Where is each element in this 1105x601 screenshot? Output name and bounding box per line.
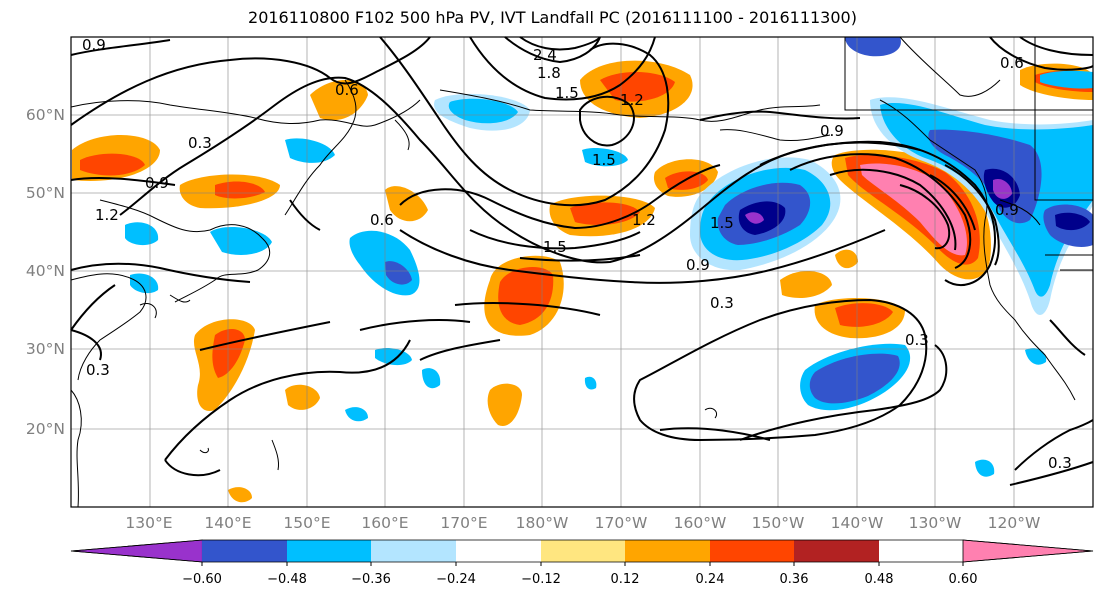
negative-anomaly [210, 227, 272, 255]
contour-label: 0.9 [995, 201, 1019, 219]
negative-anomaly [285, 138, 335, 163]
contour-label: 0.6 [370, 211, 394, 229]
positive-anomaly [310, 80, 368, 121]
negative-anomaly [975, 459, 995, 477]
contour-labels: 0.9 0.6 0.3 0.9 1.2 2.4 1.8 1.5 1.2 1.5 … [82, 36, 1072, 472]
negative-anomaly [422, 368, 441, 389]
colorbar-segment [710, 540, 794, 562]
colorbar-arrow-min [70, 539, 203, 563]
positive-anomaly [780, 270, 832, 298]
colorbar-tick: 0.36 [779, 572, 809, 587]
lon-label: 120°W [987, 514, 1041, 532]
contour-label: 0.9 [820, 122, 844, 140]
negative-anomaly [345, 407, 368, 422]
contour-label: 0.6 [335, 81, 359, 99]
contour-label: 1.8 [537, 64, 561, 82]
contour-label: 0.6 [1000, 54, 1024, 72]
colorbar-tick: 0.60 [948, 572, 978, 587]
colorbar-segment [625, 540, 710, 562]
negative-anomaly [845, 37, 901, 57]
colorbar-segment [202, 540, 287, 562]
colorbar-tick: −0.60 [182, 572, 222, 587]
positive-anomaly [385, 186, 428, 222]
contour-label: 1.5 [592, 151, 616, 169]
lon-label: 140°W [830, 514, 884, 532]
contour-label: 1.2 [95, 206, 119, 224]
colorbar-arrow-max [962, 539, 1094, 563]
lon-label: 150°E [283, 514, 331, 532]
lat-label: 40°N [25, 262, 65, 280]
colorbar-tick: −0.36 [351, 572, 391, 587]
colorbar-segment [456, 540, 541, 562]
colorbar-segment [371, 540, 456, 562]
colorbar-segment [287, 540, 371, 562]
lon-label: 130°E [125, 514, 173, 532]
contour-label: 0.3 [86, 361, 110, 379]
colorbar-segment [794, 540, 879, 562]
colorbar-tick: 0.24 [695, 572, 725, 587]
positive-anomaly [285, 384, 320, 410]
negative-anomaly [582, 148, 628, 167]
contour-label: 1.2 [620, 91, 644, 109]
positive-anomaly [228, 487, 252, 503]
contour-label: 0.9 [145, 174, 169, 192]
contour-label: 1.5 [555, 84, 579, 102]
colorbar-segments [70, 539, 1094, 566]
lat-label: 60°N [25, 106, 65, 124]
contour-label: 1.2 [632, 211, 656, 229]
negative-anomaly [1040, 70, 1093, 89]
colorbar-tick: −0.48 [267, 572, 307, 587]
colorbar-tick: 0.48 [864, 572, 894, 587]
lon-label: 130°W [908, 514, 962, 532]
colorbar-segment [541, 540, 625, 562]
lon-label: 180°W [515, 514, 569, 532]
pv-contours [70, 36, 1094, 486]
contour-label: 0.3 [905, 331, 929, 349]
lon-label: 170°E [440, 514, 488, 532]
contour-label: 0.3 [188, 134, 212, 152]
map-title: 2016110800 F102 500 hPa PV, IVT Landfall… [248, 8, 857, 27]
contour-label: 1.5 [710, 214, 734, 232]
colorbar-tick: −0.24 [436, 572, 476, 587]
lat-label: 20°N [25, 420, 65, 438]
negative-anomaly [584, 376, 597, 390]
lon-label: 150°W [751, 514, 805, 532]
lon-label: 170°W [594, 514, 648, 532]
plot-frame [70, 36, 1094, 508]
contour-label: 2.4 [533, 46, 557, 64]
contour-label: 0.3 [710, 294, 734, 312]
lat-label: 30°N [25, 340, 65, 358]
lon-label: 140°E [204, 514, 252, 532]
contour-label: 0.3 [1048, 454, 1072, 472]
lat-label: 50°N [25, 184, 65, 202]
colorbar-tick: −0.12 [521, 572, 561, 587]
coastlines [70, 36, 1093, 508]
colorbar-tick: 0.12 [610, 572, 640, 587]
contour-label: 0.9 [82, 36, 106, 54]
lon-label: 160°E [361, 514, 409, 532]
positive-anomaly [835, 249, 858, 269]
lon-label: 160°W [673, 514, 727, 532]
contour-label: 1.5 [543, 238, 567, 256]
negative-anomaly [130, 273, 159, 294]
contour-label: 0.9 [686, 256, 710, 274]
positive-anomaly [487, 383, 522, 426]
negative-anomaly [1025, 348, 1047, 365]
